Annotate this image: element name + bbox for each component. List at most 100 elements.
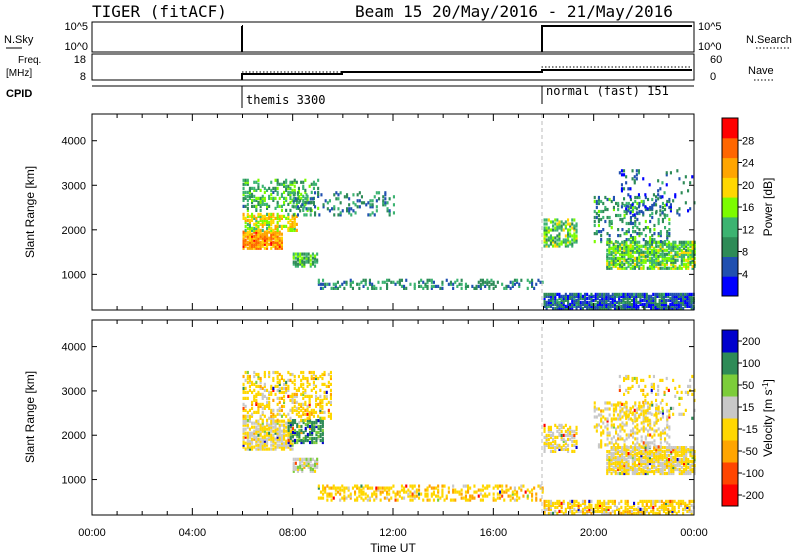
scatter-cell — [598, 499, 601, 503]
scatter-cell — [600, 433, 603, 437]
scatter-cell — [612, 248, 615, 252]
scatter-cell — [311, 432, 314, 437]
scatter-cell — [564, 244, 567, 248]
scatter-cell — [663, 461, 666, 466]
scatter-cell — [655, 262, 658, 266]
scatter-cell — [619, 266, 622, 270]
scatter-cell — [263, 445, 266, 449]
scatter-cell — [623, 469, 626, 474]
scatter-cell — [280, 433, 283, 437]
scatter-cell — [625, 246, 628, 250]
scatter-cell — [633, 408, 636, 412]
scatter-cell — [452, 282, 455, 286]
scatter-cell — [492, 496, 495, 500]
scatter-cell — [276, 384, 279, 388]
scatter-cell — [625, 471, 628, 476]
scatter-cell — [549, 449, 552, 453]
scatter-cell — [424, 492, 427, 496]
scatter-cell — [270, 439, 273, 443]
scatter-cell — [266, 244, 269, 248]
scatter-cell — [633, 467, 636, 472]
scatter-cell — [336, 486, 339, 490]
scatter-cell — [246, 236, 249, 240]
scatter-cell — [439, 286, 442, 290]
scatter-cell — [612, 244, 615, 248]
scatter-cell — [626, 304, 629, 308]
scatter-cell — [611, 298, 614, 302]
scatter-cell — [657, 433, 660, 437]
scatter-cell — [481, 278, 484, 282]
scatter-cell — [272, 236, 275, 240]
scatter-cell — [647, 419, 650, 423]
scatter-cell — [651, 461, 654, 466]
scatter-cell — [684, 408, 687, 412]
scatter-cell — [637, 171, 640, 175]
scatter-cell — [513, 486, 516, 490]
scatter-cell — [266, 418, 269, 422]
scatter-cell — [316, 457, 319, 461]
scatter-cell — [651, 260, 654, 264]
scatter-cell — [567, 505, 570, 509]
scatter-cell — [685, 264, 688, 268]
scatter-cell — [326, 498, 329, 502]
scatter-cell — [649, 403, 652, 407]
scatter-cell — [610, 425, 613, 429]
scatter-cell — [382, 201, 385, 205]
scatter-cell — [648, 252, 651, 256]
scatter-cell — [313, 420, 316, 425]
scatter-cell — [564, 507, 567, 511]
scatter-cell — [616, 459, 619, 464]
scatter-cell — [255, 232, 258, 236]
scatter-cell — [339, 191, 342, 195]
scatter-cell — [285, 439, 288, 443]
scatter-cell — [621, 421, 624, 425]
scatter-cell — [577, 302, 580, 306]
scatter-cell — [272, 435, 275, 439]
scatter-cell — [278, 246, 281, 250]
scatter-cell — [657, 254, 660, 258]
scatter-cell — [378, 197, 381, 201]
scatter-cell — [296, 465, 299, 469]
scatter-cell — [564, 423, 567, 427]
scatter-cell — [618, 296, 621, 300]
scatter-cell — [608, 463, 611, 468]
scatter-cell — [242, 244, 245, 248]
scatter-cell — [268, 214, 271, 218]
scatter-cell — [661, 429, 664, 433]
scatter-cell — [621, 409, 624, 413]
velocity-ylabel: Slant Range [km] — [23, 371, 37, 463]
scatter-cell — [486, 280, 489, 284]
scatter-cell — [657, 197, 660, 201]
scatter-cell — [664, 215, 667, 220]
scatter-cell — [677, 296, 680, 300]
scatter-cell — [665, 471, 668, 476]
scatter-cell — [319, 406, 322, 410]
scatter-cell — [643, 292, 646, 296]
scatter-cell — [573, 232, 576, 236]
scatter-cell — [665, 505, 668, 509]
scatter-cell — [287, 184, 290, 188]
scatter-cell — [674, 252, 677, 256]
scatter-cell — [680, 298, 683, 302]
scatter-cell — [308, 184, 311, 188]
scatter-cell — [616, 463, 619, 468]
scatter-cell — [242, 441, 245, 445]
cpid-label: CPID — [6, 88, 32, 100]
scatter-cell — [644, 419, 647, 423]
scatter-cell — [259, 218, 262, 222]
scatter-cell — [640, 209, 643, 214]
scatter-cell — [653, 456, 656, 460]
scatter-cell — [655, 392, 658, 396]
nsky-trace-2 — [541, 25, 692, 52]
scatter-cell — [666, 409, 669, 413]
scatter-cell — [562, 300, 565, 304]
scatter-cell — [668, 252, 671, 256]
scatter-cell — [633, 292, 636, 296]
scatter-cell — [645, 501, 648, 505]
scatter-cell — [672, 448, 675, 452]
scatter-cell — [263, 431, 266, 435]
scatter-cell — [633, 459, 636, 464]
scatter-cell — [571, 509, 574, 513]
scatter-cell — [611, 304, 614, 308]
scatter-cell — [648, 240, 651, 244]
